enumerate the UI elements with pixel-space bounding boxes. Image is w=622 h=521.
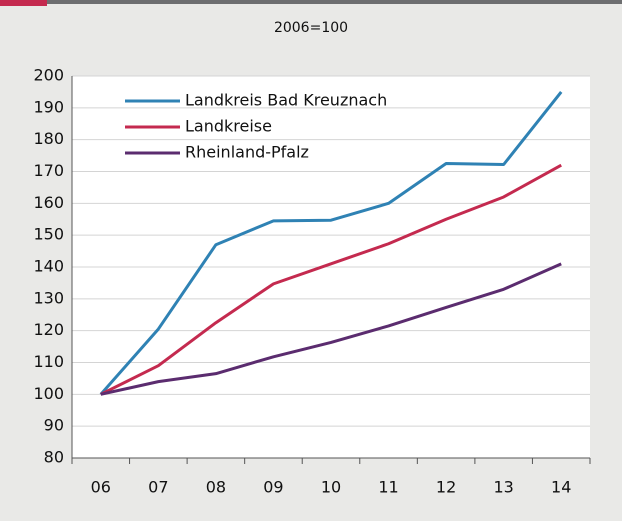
x-tick-label: 07	[148, 478, 168, 497]
legend-label: Landkreise	[185, 117, 272, 136]
x-tick-label: 11	[378, 478, 398, 497]
x-tick-label: 10	[321, 478, 341, 497]
y-tick-label: 110	[33, 352, 64, 371]
x-tick-label: 09	[263, 478, 283, 497]
series-line	[100, 163, 562, 396]
x-tick-label: 06	[91, 478, 111, 497]
y-tick-label: 140	[33, 257, 64, 276]
y-tick-label: 100	[33, 384, 64, 403]
top-bar	[0, 0, 622, 4]
legend-label: Rheinland-Pfalz	[185, 143, 309, 162]
chart-subtitle: 2006=100	[274, 20, 348, 36]
top-accent	[0, 0, 47, 6]
series-line	[100, 262, 562, 396]
x-tick-label: 12	[436, 478, 456, 497]
series-line	[99, 90, 563, 396]
x-tick-label: 14	[551, 478, 571, 497]
y-tick-label: 90	[44, 416, 64, 435]
x-tick-label: 13	[493, 478, 513, 497]
y-tick-label: 120	[33, 320, 64, 339]
y-tick-label: 170	[33, 161, 64, 180]
y-tick-label: 160	[33, 193, 64, 212]
y-tick-label: 200	[33, 66, 64, 85]
y-tick-label: 80	[44, 448, 64, 467]
x-tick-label: 08	[206, 478, 226, 497]
legend-label: Landkreis Bad Kreuznach	[185, 91, 387, 110]
y-tick-label: 150	[33, 225, 64, 244]
y-tick-label: 130	[33, 288, 64, 307]
y-tick-label: 180	[33, 129, 64, 148]
y-tick-label: 190	[33, 97, 64, 116]
